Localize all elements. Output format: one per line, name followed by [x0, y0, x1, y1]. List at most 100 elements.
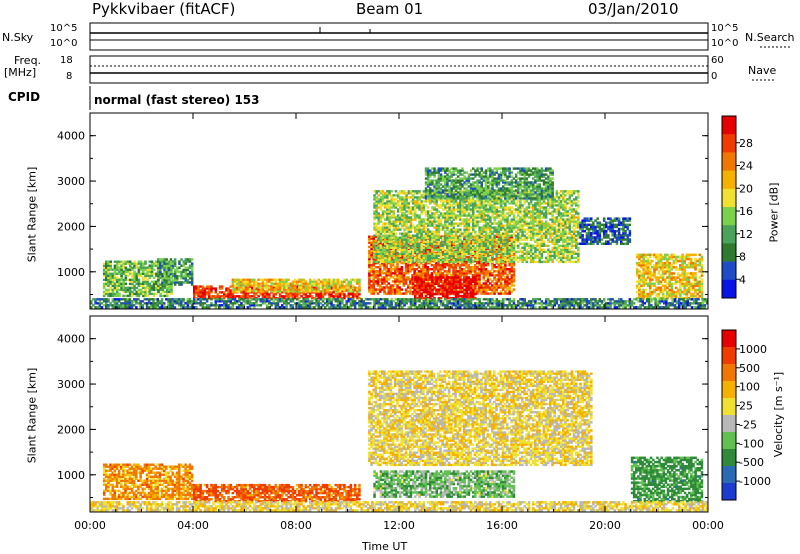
heatmap-cell	[418, 278, 421, 281]
heatmap-cell	[469, 220, 473, 223]
heatmap-cell	[399, 210, 402, 213]
heatmap-cell	[161, 294, 165, 298]
heatmap-cell	[152, 280, 156, 283]
heatmap-cell	[424, 212, 428, 215]
heatmap-cell	[148, 290, 152, 294]
heatmap-cell	[416, 200, 419, 203]
heatmap-cell	[142, 268, 145, 271]
heatmap-cell	[414, 196, 417, 199]
heatmap-cell	[193, 291, 196, 294]
heatmap-cell	[474, 258, 477, 262]
heatmap-cell	[499, 270, 503, 273]
heatmap-cell	[394, 198, 398, 201]
heatmap-cell	[422, 234, 426, 237]
heatmap-cell	[473, 264, 477, 267]
heatmap-cell	[411, 284, 414, 287]
heatmap-cell	[504, 264, 507, 267]
heatmap-cell	[420, 210, 423, 213]
heatmap-cell	[389, 274, 393, 277]
heatmap-cell	[409, 236, 413, 239]
heatmap-cell	[476, 266, 479, 269]
heatmap-cell	[416, 290, 419, 294]
heatmap-cell	[418, 230, 421, 233]
heatmap-cell	[452, 246, 456, 249]
heatmap-cell	[334, 280, 338, 283]
heatmap-cell	[472, 288, 475, 292]
heatmap-cell	[422, 278, 426, 281]
heatmap-cell	[374, 266, 378, 269]
heatmap-cell	[370, 274, 373, 277]
heatmap-cell	[469, 214, 473, 217]
heatmap-cell	[124, 262, 128, 265]
heatmap-cell	[497, 274, 501, 277]
heatmap-cell	[253, 284, 256, 287]
heatmap-cell	[512, 264, 516, 267]
heatmap-cell	[444, 256, 447, 260]
heatmap-cell	[452, 290, 456, 294]
heatmap-cell	[450, 266, 453, 269]
heatmap-cell	[458, 264, 462, 267]
heatmap-cell	[504, 214, 507, 217]
heatmap-cell	[448, 278, 451, 281]
heatmap-cell	[381, 202, 385, 205]
heatmap-cell	[390, 196, 393, 199]
heatmap-cell	[377, 220, 380, 223]
heatmap-cell	[115, 278, 119, 281]
heatmap-cell	[446, 256, 449, 260]
heatmap-cell	[341, 286, 344, 289]
heatmap-cell	[157, 286, 160, 290]
heatmap-cell	[165, 262, 168, 265]
heatmap-cell	[120, 260, 123, 263]
heatmap-cell	[465, 284, 468, 288]
heatmap-cell	[484, 204, 488, 207]
heatmap-cell	[431, 290, 434, 294]
heatmap-cell	[437, 292, 441, 296]
heatmap-cell	[439, 270, 442, 273]
heatmap-cell	[389, 257, 393, 261]
heatmap-cell	[497, 248, 501, 251]
heatmap-cell	[437, 218, 441, 221]
heatmap-cell	[414, 288, 417, 292]
heatmap-cell	[474, 276, 477, 279]
heatmap-cell	[491, 288, 494, 291]
heatmap-cell	[399, 220, 402, 223]
heatmap-cell	[144, 294, 147, 298]
heatmap-cell	[414, 190, 417, 193]
heatmap-cell	[171, 264, 175, 267]
heatmap-cell	[328, 291, 331, 294]
heatmap-cell	[368, 255, 371, 259]
heatmap-cell	[471, 255, 475, 259]
heatmap-cell	[375, 216, 378, 219]
heatmap-cell	[394, 236, 398, 239]
heatmap-cell	[386, 194, 389, 197]
heatmap-cell	[504, 256, 507, 260]
heatmap-cell	[385, 274, 388, 277]
heatmap-cell	[321, 288, 325, 291]
heatmap-cell	[139, 264, 143, 267]
heatmap-cell	[266, 282, 269, 285]
heatmap-cell	[396, 238, 400, 241]
heatmap-cell	[405, 198, 408, 201]
heatmap-cell	[467, 294, 471, 298]
heatmap-cell	[165, 264, 168, 267]
heatmap-cell	[278, 293, 282, 296]
heatmap-cell	[504, 270, 507, 273]
heatmap-cell	[493, 257, 496, 261]
heatmap-cell	[396, 192, 400, 195]
heatmap-cell	[139, 260, 143, 263]
heatmap-cell	[394, 224, 398, 227]
heatmap-cell	[424, 232, 428, 235]
heatmap-cell	[341, 288, 344, 291]
heatmap-cell	[381, 278, 384, 281]
heatmap-cell	[242, 284, 245, 287]
heatmap-cell	[182, 281, 185, 284]
heatmap-cell	[261, 286, 265, 289]
heatmap-cell	[424, 238, 428, 241]
heatmap-cell	[152, 282, 156, 285]
heatmap-cell	[377, 260, 380, 264]
heatmap-cell	[313, 280, 316, 283]
heatmap-cell	[332, 278, 335, 281]
heatmap-cell	[473, 268, 477, 271]
